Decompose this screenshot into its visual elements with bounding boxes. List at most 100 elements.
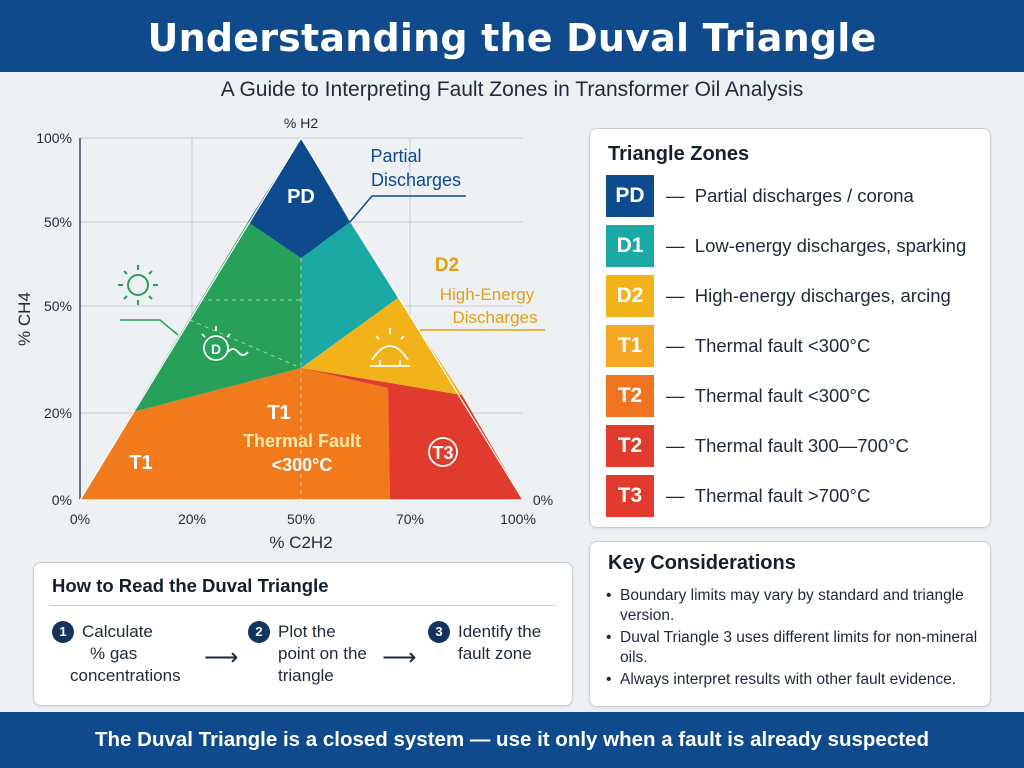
arc-discharge-icon [370,328,410,367]
left-axis-label: % CH4 [15,292,34,346]
page-subtitle: A Guide to Interpreting Fault Zones in T… [220,78,804,101]
t1-zone-label: T1 [267,402,290,424]
zone-desc: — Thermal fault 300—700°C [666,435,909,456]
t3-zone-label: T3 [432,443,453,463]
zone-desc-text: Thermal fault <300°C [694,335,871,356]
bullet-icon: • [606,629,612,646]
key-considerations-list: • Boundary limits may vary by standard an… [604,586,982,692]
sun-icon [118,265,158,305]
key-considerations-panel: Key Considerations • Boundary limits may … [589,541,991,707]
zone-desc: — Partial discharges / corona [666,185,914,206]
bullet-icon: • [606,587,612,604]
pd-zone-label: PD [287,186,315,208]
step-number-badge: 2 [248,621,270,643]
howto-divider [50,605,556,606]
step-text-line: point on the [278,644,367,663]
footer-banner: The Duval Triangle is a closed system — … [0,712,1024,768]
t1-zone-desc-line1: Thermal Fault [243,431,361,451]
list-item-text: Boundary limits may vary by standard and… [620,587,964,624]
zone-desc-text: Thermal fault >700°C [694,485,871,506]
zone-desc: — Thermal fault <300°C [666,335,871,356]
footer-text: The Duval Triangle is a closed system — … [95,728,929,751]
zone-desc: — Thermal fault >700°C [666,485,871,506]
left-tick: 20% [44,405,72,421]
zone-row-d1: D1 — Low-energy discharges, sparking [606,225,982,267]
left-tick: 50% [44,298,72,314]
list-item: • Duval Triangle 3 uses different limits … [604,628,982,668]
how-to-read-panel: How to Read the Duval Triangle 1 Calcula… [33,562,573,706]
dashed-guides [189,258,302,500]
zone-t3-area [301,368,523,500]
t1-left-zone-label: T1 [129,452,152,474]
zone-desc: — Low-energy discharges, sparking [666,235,967,256]
step-text-line: Identify the [458,622,542,641]
right-tick: 0% [533,492,553,508]
step-text-line: Calculate [82,622,153,641]
bottom-tick: 0% [70,511,90,527]
d1-spark-icon [201,326,249,361]
zone-badge: T3 [606,475,654,517]
zone-t1-area [80,368,390,500]
zone-badge: D2 [606,275,654,317]
step-text: Plot the point on the triangle [278,621,367,687]
zone-desc: — Thermal fault <300°C [666,385,871,406]
step-number-badge: 1 [52,621,74,643]
left-tick: 0% [52,492,72,508]
zones-panel-title: Triangle Zones [608,143,750,165]
step-text-line: Plot the [278,622,336,641]
zone-row-t1: T1 — Thermal fault <300°C [606,325,982,367]
header-banner: Understanding the Duval Triangle [0,0,1024,72]
top-axis-label: % H2 [284,115,318,131]
zone-row-t2-high: T2 — Thermal fault 300—700°C [606,425,982,467]
zone-badge: D1 [606,225,654,267]
list-item-text: Duval Triangle 3 uses different limits f… [620,629,978,666]
bullet-icon: • [606,671,612,688]
zone-desc: — High-energy discharges, arcing [666,285,951,306]
zone-d2-area [301,298,462,395]
list-item: • Boundary limits may vary by standard an… [604,586,982,626]
zone-badge: T1 [606,325,654,367]
step-text-line: triangle [278,666,334,685]
step-text: Calculate % gas concentrations [70,621,181,687]
zone-badge: T2 [606,425,654,467]
step-text-line: % gas [90,644,138,663]
d1-icon-letter: D [211,341,221,357]
list-item-text: Always interpret results with other faul… [620,671,956,688]
zone-badge: T2 [606,375,654,417]
list-item: • Always interpret results with other fau… [604,670,982,690]
t1-zone-desc-line2: <300°C [272,455,333,475]
zone-row-t3: T3 — Thermal fault >700°C [606,475,982,517]
zone-d1-green-area [133,222,301,412]
sun-callout-leader [120,319,179,336]
step-text: Identify the fault zone [458,621,541,665]
d2-callout-line2: Discharges [452,308,537,327]
d2-callout-line1: High-Energy [440,285,535,304]
duval-triangle-diagram: % H2 % CH4 % C2H2 100% 50% 50% 20% 0% 0%… [15,115,553,550]
bottom-tick: 70% [396,511,424,527]
pd-callout-line1: Partial [370,146,421,166]
zone-desc-text: Low-energy discharges, sparking [694,235,967,256]
pd-callout-leader [349,195,466,223]
zone-desc-text: Thermal fault 300—700°C [694,435,909,456]
pd-callout-line2: Discharges [371,170,461,190]
key-panel-title: Key Considerations [608,552,796,574]
step-text-line: concentrations [70,666,181,685]
d2-callout-code: D2 [435,255,459,276]
zone-row-d2: D2 — High-energy discharges, arcing [606,275,982,317]
page-title: Understanding the Duval Triangle [147,16,877,60]
arrow-right-icon: ⟶ [204,644,239,671]
left-tick: 100% [36,130,72,146]
zone-desc-text: Thermal fault <300°C [694,385,871,406]
howto-panel-title: How to Read the Duval Triangle [52,575,329,596]
t3-label-ring [428,437,458,467]
triangle-zones-panel: Triangle Zones PD — Partial discharges /… [589,128,991,528]
left-tick: 50% [44,214,72,230]
bottom-tick: 50% [287,511,315,527]
zone-pd-area [248,138,350,258]
step-text-line: fault zone [458,644,532,663]
bottom-axis-label: % C2H2 [269,533,332,550]
bottom-tick: 20% [178,511,206,527]
arrow-right-icon: ⟶ [382,644,417,671]
zone-d1-teal-area [248,222,398,368]
step-number-badge: 3 [428,621,450,643]
